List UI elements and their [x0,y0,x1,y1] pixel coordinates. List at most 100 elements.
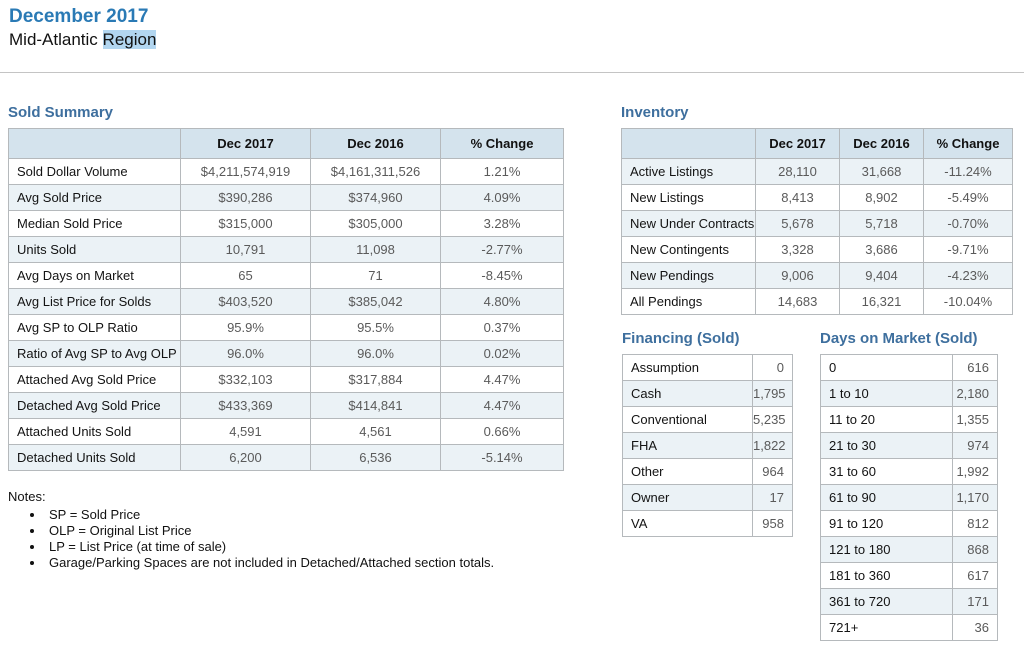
row-label: Other [622,458,753,485]
cell-value: 5,718 [839,210,924,237]
cell-value: 5,678 [755,210,840,237]
cell-value: 0 [752,354,793,381]
table-row: Avg Sold Price $390,286 $374,960 4.09% [8,184,564,211]
table-row: Other 964 [622,458,793,485]
days-on-market-section: Days on Market (Sold) 0 616 1 to 10 2,180 11… [820,330,998,641]
cell-value: 9,006 [755,262,840,289]
note-item: LP = List Price (at time of sale) [45,539,494,555]
inventory-table: Dec 2017 Dec 2016% Change Active Listings 2… [621,128,1013,315]
header-row: Dec 2017 Dec 2016% Change [621,128,1013,159]
report-subtitle: Mid-Atlantic Region [9,28,157,51]
cell-value: 1,992 [952,458,998,485]
table-row: Detached Units Sold 6,200 6,536 -5.14% [8,444,564,471]
cell-value: $4,211,574,919 [180,158,311,185]
cell-value: -10.04% [923,288,1013,315]
table-row: Ratio of Avg SP to Avg OLP 96.0% 96.0% 0.02… [8,340,564,367]
cell-value: $433,369 [180,392,311,419]
table-row: Detached Avg Sold Price $433,369 $414,841 4… [8,392,564,419]
cell-value: 6,536 [310,444,441,471]
sold-summary-section: Sold Summary Dec 2017 Dec 2016% Change Sol… [8,104,564,471]
table-row: 61 to 90 1,170 [820,484,998,511]
cell-value: -11.24% [923,158,1013,185]
row-label: Avg Sold Price [8,184,181,211]
cell-value: 617 [952,562,998,589]
days-on-market-table: 0 616 1 to 10 2,180 11 to 20 1,355 21 to 30 974… [820,354,998,641]
table-row: 181 to 360 617 [820,562,998,589]
cell-value: $403,520 [180,288,311,315]
cell-value: 4,561 [310,418,441,445]
cell-value: 9,404 [839,262,924,289]
cell-value: 1,795 [752,380,793,407]
header-row: Dec 2017 Dec 2016% Change [8,128,564,159]
row-label: Avg SP to OLP Ratio [8,314,181,341]
row-label: 31 to 60 [820,458,953,485]
report-title: December 2017 [9,6,149,27]
table-row: 721+ 36 [820,614,998,641]
cell-value: 171 [952,588,998,615]
table-row: Assumption 0 [622,354,793,381]
cell-value: $317,884 [310,366,441,393]
column-header: Dec 2016 [839,128,924,159]
cell-value: 812 [952,510,998,537]
cell-value: 1,822 [752,432,793,459]
cell-value: 4.80% [440,288,564,315]
inventory-heading: Inventory [621,104,689,121]
cell-value: 36 [952,614,998,641]
days-on-market-heading: Days on Market (Sold) [820,330,978,347]
cell-value: 4.47% [440,366,564,393]
row-label: 11 to 20 [820,406,953,433]
cell-value: 14,683 [755,288,840,315]
cell-value: -5.14% [440,444,564,471]
cell-value: $305,000 [310,210,441,237]
row-label: Attached Units Sold [8,418,181,445]
cell-value: 1.21% [440,158,564,185]
cell-value: 2,180 [952,380,998,407]
cell-value: -4.23% [923,262,1013,289]
cell-value: -2.77% [440,236,564,263]
cell-value: $374,960 [310,184,441,211]
row-label: Avg List Price for Solds [8,288,181,315]
cell-value: 96.0% [310,340,441,367]
cell-value: 1,170 [952,484,998,511]
cell-value: 17 [752,484,793,511]
cell-value: 0.37% [440,314,564,341]
row-label: Units Sold [8,236,181,263]
table-row: 121 to 180 868 [820,536,998,563]
cell-value: 616 [952,354,998,381]
cell-value: 958 [752,510,793,537]
row-label: Conventional [622,406,753,433]
top-divider [0,72,1024,73]
row-label: Median Sold Price [8,210,181,237]
table-row: 1 to 10 2,180 [820,380,998,407]
financing-table: Assumption 0 Cash 1,795 Conventional 5,235 FHA… [622,354,793,537]
notes-title: Notes: [8,489,46,504]
table-row: New Listings 8,413 8,902 -5.49% [621,184,1013,211]
cell-value: 8,413 [755,184,840,211]
table-row: Active Listings 28,110 31,668 -11.24% [621,158,1013,185]
cell-value: 3.28% [440,210,564,237]
cell-value: 65 [180,262,311,289]
table-row: 91 to 120 812 [820,510,998,537]
table-row: 361 to 720 171 [820,588,998,615]
cell-value: 96.0% [180,340,311,367]
table-row: Units Sold 10,791 11,098 -2.77% [8,236,564,263]
row-label: Detached Units Sold [8,444,181,471]
cell-value: 3,328 [755,236,840,263]
row-label: 0 [820,354,953,381]
cell-value: 95.9% [180,314,311,341]
row-label: Avg Days on Market [8,262,181,289]
row-label: Detached Avg Sold Price [8,392,181,419]
notes-list: SP = Sold PriceOLP = Original List Price… [45,507,494,571]
column-header: % Change [923,128,1013,159]
row-label: 1 to 10 [820,380,953,407]
row-label: All Pendings [621,288,756,315]
notes-section: Notes: SP = Sold PriceOLP = Original Lis… [8,488,494,571]
cell-value: $4,161,311,526 [310,158,441,185]
table-row: Sold Dollar Volume $4,211,574,919 $4,161,3… [8,158,564,185]
cell-value: $385,042 [310,288,441,315]
row-label: Attached Avg Sold Price [8,366,181,393]
row-label: 361 to 720 [820,588,953,615]
cell-value: 1,355 [952,406,998,433]
table-row: Cash 1,795 [622,380,793,407]
cell-value: 868 [952,536,998,563]
